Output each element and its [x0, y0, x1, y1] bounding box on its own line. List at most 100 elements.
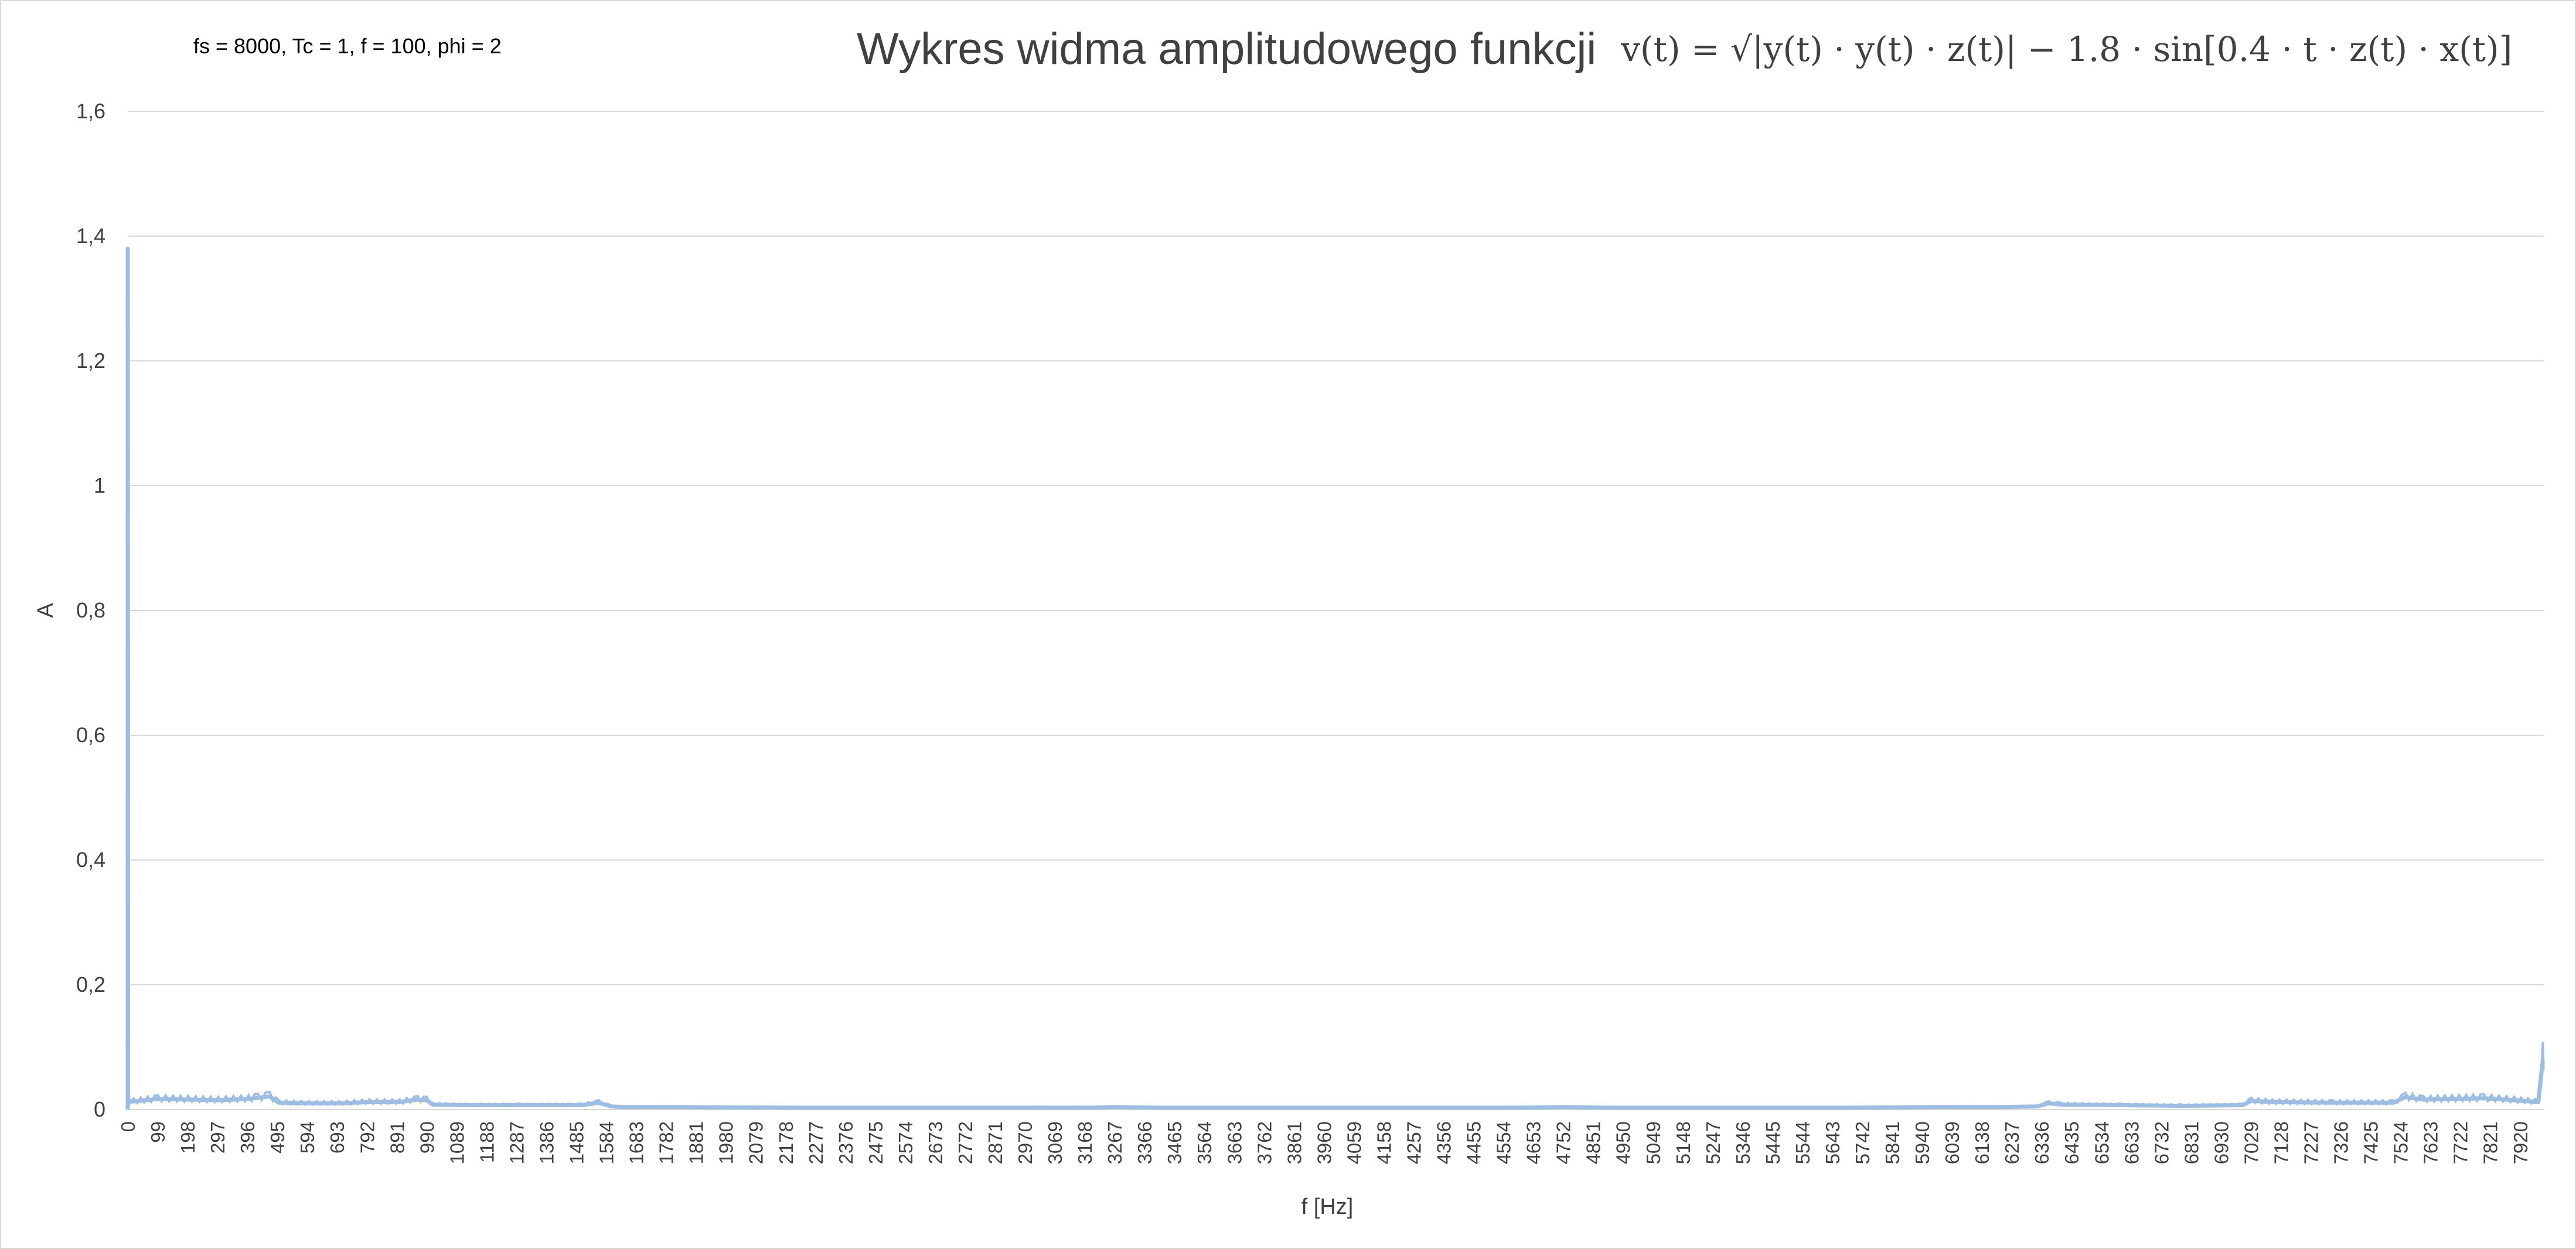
x-tick-label: 297 [207, 1121, 229, 1154]
chart-title: Wykres widma amplitudowego funkcji v(t) … [857, 23, 2512, 74]
x-tick-label: 6534 [2091, 1121, 2112, 1164]
x-tick-label: 990 [416, 1121, 438, 1154]
x-tick-label: 7722 [2450, 1121, 2472, 1164]
x-tick-label: 7623 [2420, 1121, 2442, 1164]
x-tick-label: 1287 [506, 1121, 527, 1164]
x-tick-label: 99 [147, 1121, 169, 1143]
x-tick-label: 7425 [2360, 1121, 2382, 1164]
x-tick-label: 3366 [1134, 1121, 1156, 1164]
y-tick-label: 0 [94, 1097, 105, 1121]
y-tick-label: 0,4 [76, 848, 105, 872]
x-tick-label: 4554 [1493, 1121, 1515, 1164]
x-tick-label: 2772 [955, 1121, 976, 1164]
x-tick-label: 3663 [1224, 1121, 1245, 1164]
x-tick-label: 4356 [1433, 1121, 1455, 1164]
x-tick-label: 2574 [895, 1121, 916, 1164]
x-tick-label: 396 [237, 1121, 258, 1154]
x-tick-label: 3267 [1104, 1121, 1126, 1164]
x-tick-label: 6633 [2121, 1121, 2142, 1164]
x-tick-label: 594 [297, 1121, 318, 1154]
x-tick-label: 1386 [536, 1121, 557, 1164]
y-tick-label: 1,2 [76, 349, 105, 373]
x-tick-label: 2475 [865, 1121, 887, 1164]
x-tick-label: 5148 [1672, 1121, 1694, 1164]
x-tick-label: 2970 [1014, 1121, 1036, 1164]
x-tick-label: 6336 [2031, 1121, 2053, 1164]
x-tick-label: 7227 [2301, 1121, 2322, 1164]
series-line [125, 246, 2545, 1110]
x-tick-label: 6435 [2061, 1121, 2083, 1164]
series-noise-band [127, 1042, 2545, 1110]
y-tick-label: 0,8 [76, 598, 105, 622]
x-tick-label: 5643 [1822, 1121, 1844, 1164]
x-tick-label: 7524 [2390, 1121, 2412, 1164]
x-tick-label: 4950 [1613, 1121, 1634, 1164]
x-tick-label: 4851 [1583, 1121, 1604, 1164]
x-tick-label: 891 [386, 1121, 408, 1154]
x-tick-label: 6237 [2001, 1121, 2023, 1164]
x-tick-label: 7029 [2240, 1121, 2262, 1164]
y-tick-label: 0,2 [76, 972, 105, 997]
x-tick-label: 1485 [566, 1121, 588, 1164]
x-tick-label: 1683 [626, 1121, 648, 1164]
x-tick-label: 1089 [446, 1121, 468, 1164]
x-tick-label: 5940 [1911, 1121, 1933, 1164]
x-tick-label: 6930 [2210, 1121, 2232, 1164]
x-tick-label: 3861 [1283, 1121, 1305, 1164]
x-tick-label: 7326 [2330, 1121, 2352, 1164]
y-tick-label: 1,4 [76, 224, 105, 248]
x-tick-label: 4455 [1463, 1121, 1485, 1164]
x-tick-label: 6732 [2151, 1121, 2172, 1164]
x-axis-title: f [Hz] [1301, 1195, 1354, 1219]
x-tick-label: 1188 [476, 1121, 498, 1163]
gridlines [128, 111, 2544, 1110]
x-tick-label: 5346 [1732, 1121, 1754, 1164]
y-tick-label: 0,6 [76, 723, 105, 747]
x-tick-label: 2871 [984, 1121, 1006, 1164]
x-tick-label: 4752 [1553, 1121, 1575, 1164]
x-tick-label: 1881 [686, 1121, 707, 1164]
chart-title-formula: v(t) = √|y(t) · y(t) · z(t)| − 1.8 · sin… [1621, 29, 2513, 69]
y-axis-ticks: 0 0,2 0,4 0,6 0,8 1 1,2 1,4 1,6 [76, 99, 105, 1121]
x-tick-label: 693 [326, 1121, 348, 1154]
x-tick-label: 5445 [1762, 1121, 1784, 1164]
data-series [125, 246, 2545, 1110]
x-tick-label: 1782 [656, 1121, 677, 1164]
x-tick-label: 7128 [2270, 1121, 2292, 1164]
x-tick-label: 2673 [925, 1121, 946, 1164]
x-tick-label: 495 [267, 1121, 288, 1154]
x-tick-label: 3168 [1074, 1121, 1096, 1164]
x-tick-label: 5049 [1643, 1121, 1664, 1164]
x-tick-label: 3960 [1313, 1121, 1335, 1164]
x-tick-label: 5544 [1792, 1121, 1814, 1164]
x-tick-label: 1584 [596, 1121, 618, 1164]
y-axis-title: A [33, 603, 58, 618]
chart-parameters-note: fs = 8000, Tc = 1, f = 100, phi = 2 [193, 34, 502, 58]
x-tick-label: 2277 [805, 1121, 827, 1164]
x-tick-label: 2178 [775, 1121, 797, 1164]
x-tick-label: 6039 [1941, 1121, 1963, 1164]
x-tick-label: 0 [117, 1121, 139, 1132]
chart-title-text: Wykres widma amplitudowego funkcji [857, 24, 1597, 74]
x-tick-label: 1980 [715, 1121, 737, 1164]
x-tick-label: 7821 [2480, 1121, 2502, 1164]
x-tick-label: 3762 [1253, 1121, 1275, 1164]
x-tick-label: 2079 [745, 1121, 767, 1164]
x-tick-label: 7920 [2510, 1121, 2531, 1164]
x-tick-label: 3564 [1194, 1121, 1215, 1164]
x-tick-label: 5742 [1852, 1121, 1873, 1164]
x-tick-label: 4059 [1343, 1121, 1365, 1164]
y-tick-label: 1 [94, 473, 105, 497]
x-tick-label: 3069 [1044, 1121, 1066, 1164]
x-tick-label: 2376 [835, 1121, 857, 1164]
x-tick-label: 5247 [1702, 1121, 1724, 1164]
x-tick-label: 6138 [1971, 1121, 1993, 1164]
x-tick-label: 4158 [1373, 1121, 1395, 1164]
x-tick-label: 792 [356, 1121, 378, 1154]
x-tick-label: 3465 [1164, 1121, 1185, 1164]
y-tick-label: 1,6 [76, 99, 105, 123]
x-tick-label: 5841 [1882, 1121, 1903, 1164]
x-axis-ticks: 0 99 198 297 396 495 594 693 792 891 990 1089 1188 12… [117, 1121, 2531, 1164]
